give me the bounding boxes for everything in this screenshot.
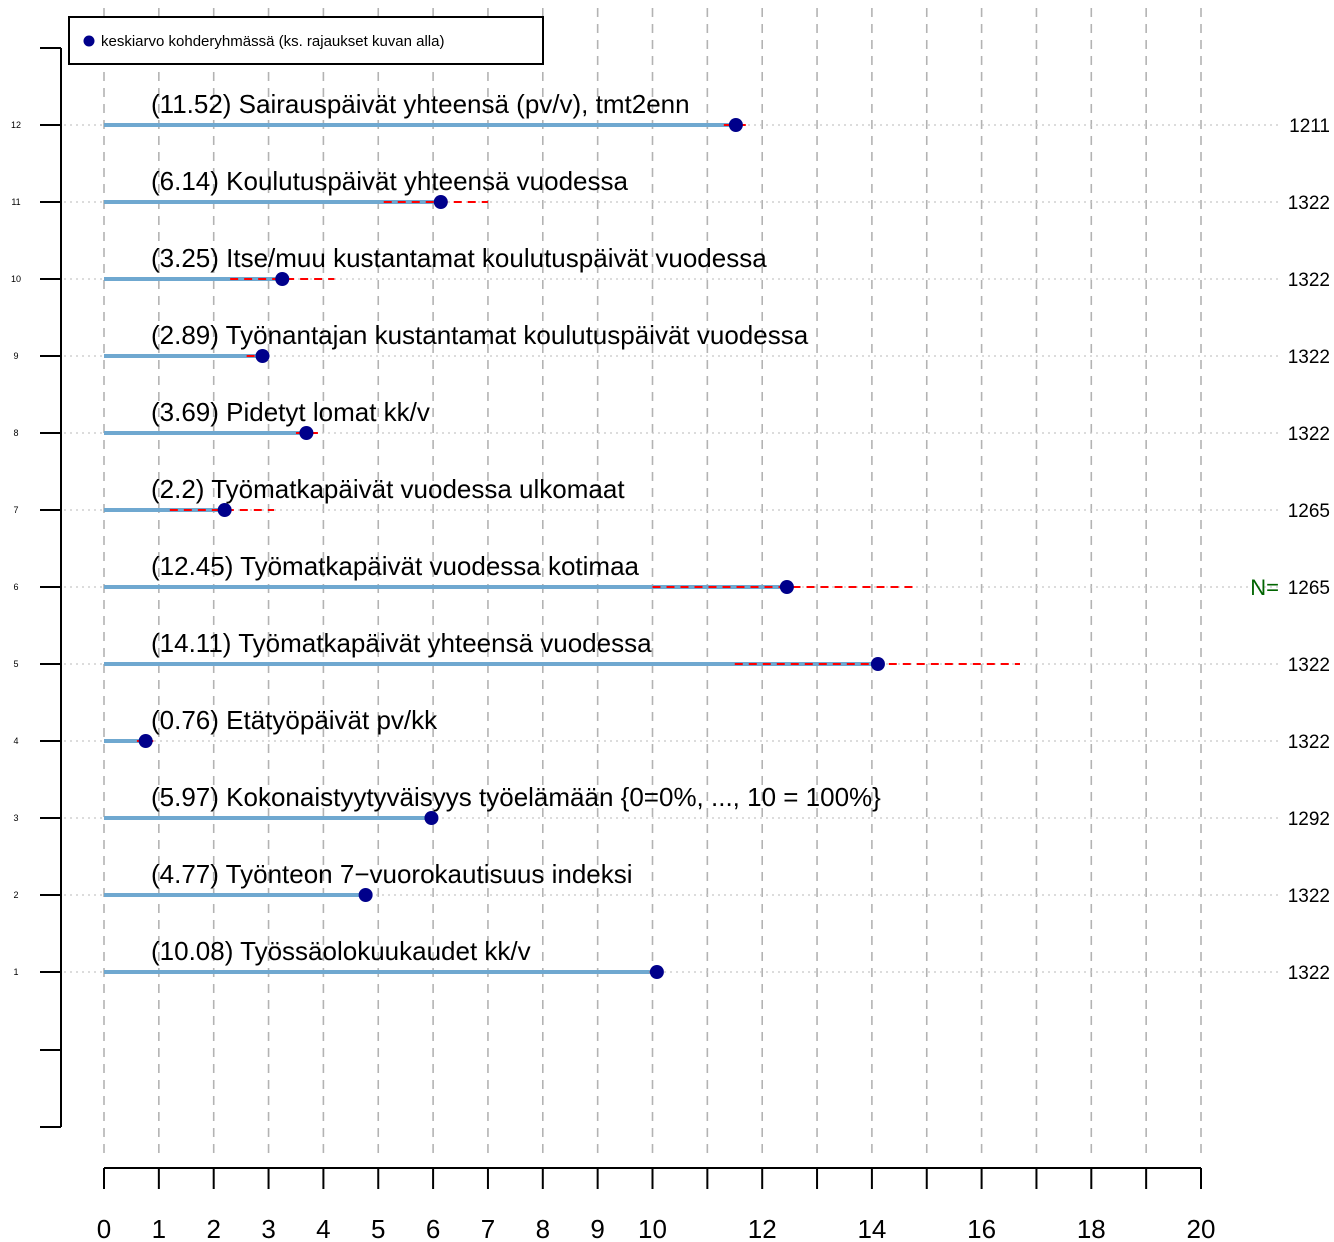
row-label: (14.11) Työmatkapäivät yhteensä vuodessa: [151, 628, 652, 658]
x-tick-label: 10: [638, 1214, 667, 1242]
y-tick-label: 12: [11, 120, 21, 130]
legend-box: [68, 16, 544, 65]
x-tick-label: 0: [97, 1214, 111, 1242]
n-value: 1322: [1288, 193, 1330, 214]
row-label: (6.14) Koulutuspäivät yhteensä vuodessa: [151, 166, 629, 196]
y-tick-label: 11: [11, 197, 20, 207]
y-tick-label: 8: [13, 428, 18, 438]
y-tick-label: 7: [13, 505, 18, 515]
x-tick-label: 5: [371, 1214, 385, 1242]
x-tick-label: 18: [1077, 1214, 1106, 1242]
n-value: 1265: [1288, 501, 1330, 522]
n-value: 1322: [1288, 424, 1330, 445]
x-tick-label: 8: [536, 1214, 550, 1242]
n-value: 1265: [1288, 578, 1330, 599]
x-tick-label: 16: [967, 1214, 996, 1242]
x-tick-label: 14: [857, 1214, 886, 1242]
n-value: 1322: [1288, 732, 1330, 753]
y-tick-label: 6: [13, 582, 18, 592]
row-label: (3.69) Pidetyt lomat kk/v: [151, 397, 430, 427]
mean-dot: [649, 965, 664, 979]
mean-dot: [728, 118, 743, 132]
y-tick-label: 3: [13, 813, 18, 823]
x-tick-label: 1: [152, 1214, 166, 1242]
legend-dot-icon: [83, 35, 95, 47]
x-tick-label: 4: [316, 1214, 330, 1242]
x-tick-label: 12: [748, 1214, 777, 1242]
mean-dot: [299, 426, 314, 440]
n-value: 1322: [1288, 655, 1330, 676]
row-label: (10.08) Työssäolokuukaudet kk/v: [151, 936, 531, 966]
row-label: (2.89) Työnantajan kustantamat koulutusp…: [151, 320, 809, 350]
n-prefix: N=: [1250, 575, 1279, 600]
row-label: (12.45) Työmatkapäivät vuodessa kotimaa: [151, 551, 640, 581]
y-tick-label: 9: [13, 351, 18, 361]
legend: keskiarvo kohderyhmässä (ks. rajaukset k…: [68, 16, 544, 65]
x-tick-label: 6: [426, 1214, 440, 1242]
n-value: 1211: [1289, 116, 1330, 137]
y-tick-label: 10: [11, 274, 21, 284]
n-value: 1322: [1288, 963, 1330, 984]
row-label: (5.97) Kokonaistyytyväisyys työelämään {…: [151, 782, 881, 812]
mean-dot: [217, 503, 232, 517]
rows: (11.52) Sairauspäivät yhteensä (pv/v), t…: [104, 89, 1330, 984]
row-label: (0.76) Etätyöpäivät pv/kk: [151, 705, 438, 735]
y-tick-label: 5: [13, 659, 18, 669]
y-tick-label: 2: [13, 890, 18, 900]
mean-dot: [255, 349, 270, 363]
legend-label: keskiarvo kohderyhmässä (ks. rajaukset k…: [101, 33, 444, 50]
n-value: 1322: [1288, 886, 1330, 907]
x-tick-label: 20: [1187, 1214, 1216, 1242]
row-label: (2.2) Työmatkapäivät vuodessa ulkomaat: [151, 474, 625, 504]
n-value: 1322: [1288, 270, 1330, 291]
x-tick-label: 7: [481, 1214, 495, 1242]
mean-dot: [433, 195, 448, 209]
n-value: 1292: [1288, 809, 1330, 830]
mean-dot: [424, 811, 439, 825]
mean-dot: [358, 888, 373, 902]
y-tick-label: 1: [13, 967, 18, 977]
mean-dot: [275, 272, 290, 286]
row-label: (4.77) Työnteon 7−vuorokautisuus indeksi: [151, 859, 633, 889]
mean-dot: [138, 734, 153, 748]
y-tick-label: 4: [13, 736, 18, 746]
mean-dot: [779, 580, 794, 594]
x-tick-label: 9: [590, 1214, 604, 1242]
n-value: 1322: [1288, 347, 1330, 368]
row-label: (11.52) Sairauspäivät yhteensä (pv/v), t…: [151, 89, 690, 119]
x-tick-label: 3: [261, 1214, 275, 1242]
row-label: (3.25) Itse/muu kustantamat koulutuspäiv…: [151, 243, 767, 273]
mean-dot: [870, 657, 885, 671]
x-tick-label: 2: [206, 1214, 220, 1242]
